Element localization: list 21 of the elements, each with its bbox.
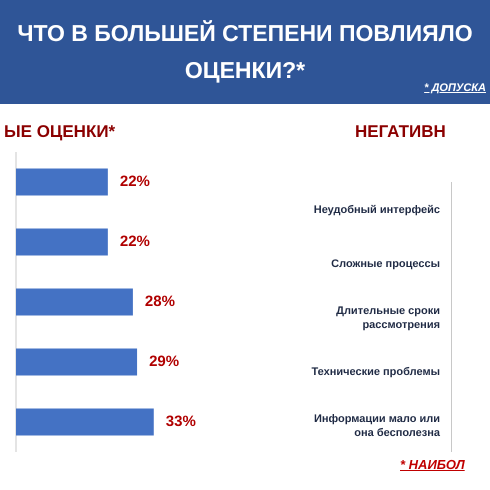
bar [16, 228, 108, 256]
text: * НАИБОЛ [400, 457, 465, 472]
text: Сложные процессы [330, 257, 440, 272]
text: Информации мало или она бесполезна [312, 412, 440, 440]
text: * ДОПУСКА [424, 82, 486, 94]
text: НЕГАТИВН [355, 122, 446, 142]
bar [16, 168, 108, 196]
bar [16, 408, 154, 436]
text: ОЦЕНКИ?* [184, 57, 306, 83]
text: Неудобный интерфейс [312, 203, 440, 218]
bar [16, 288, 133, 316]
text: Длительные сроки рассмотрения [335, 304, 440, 332]
bar [16, 348, 138, 376]
data-label: 28% [144, 293, 175, 310]
data-label: 29% [149, 353, 180, 370]
data-label: 33% [166, 413, 196, 430]
data-label: 22% [120, 233, 150, 250]
text: ЧТО В БОЛЬШЕЙ СТЕПЕНИ ПОВЛИЯЛО [16, 19, 474, 47]
text: Технические проблемы [310, 365, 440, 380]
chart-title: ЫЕ ОЦЕНКИ* [4, 122, 116, 142]
data-label: 22% [120, 173, 150, 190]
